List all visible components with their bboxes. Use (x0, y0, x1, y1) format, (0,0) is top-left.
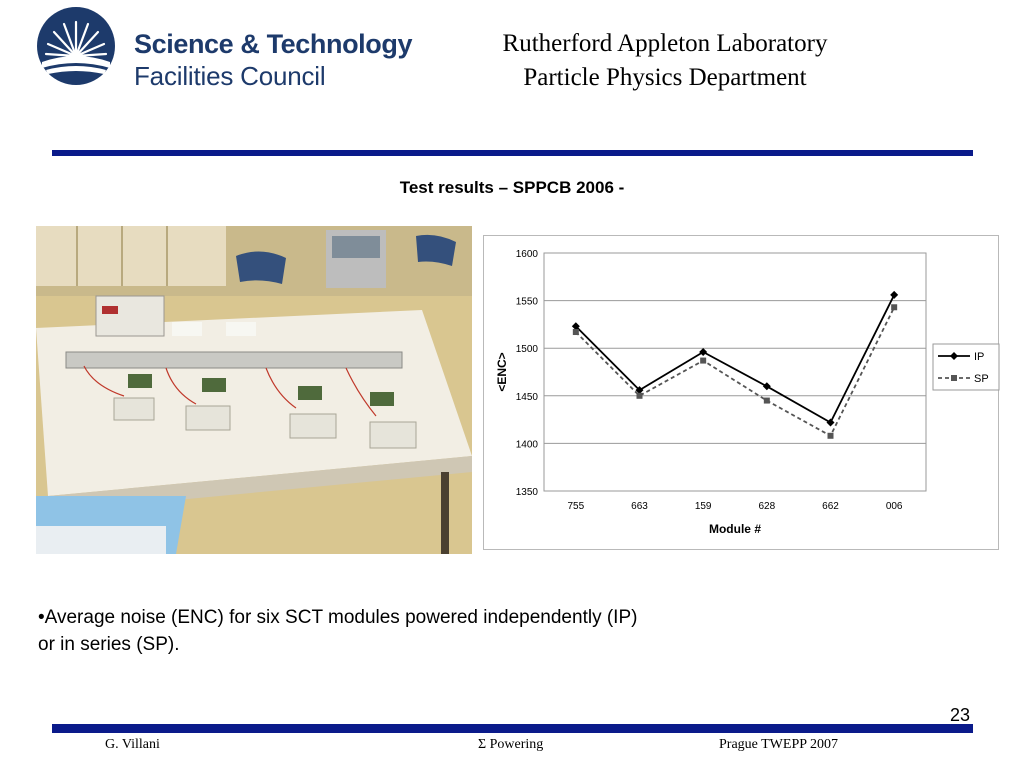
footer-author: G. Villani (105, 737, 160, 752)
legend-marker-ip (950, 352, 958, 360)
y-tick-label: 1500 (516, 344, 539, 355)
logo-text-line2: Facilities Council (134, 61, 326, 91)
header-department: Particle Physics Department (523, 64, 807, 91)
series-line-ip (575, 294, 896, 424)
x-tick-label: 662 (822, 501, 839, 512)
lab-setup-photo-icon (36, 226, 472, 554)
chart-legend: IP SP (932, 343, 1000, 391)
stfc-sunburst-logo-icon (37, 7, 115, 85)
bullet-line-1: •Average noise (ENC) for six SCT modules… (38, 607, 638, 628)
x-tick-label: 755 (567, 501, 584, 512)
x-tick-label: 628 (758, 501, 775, 512)
enc-line-chart: 1350 1400 1450 1500 1550 1600 755 663 159 628 662… (495, 249, 1000, 536)
x-tick-label: 159 (695, 501, 712, 512)
legend-label-sp: SP (974, 373, 989, 385)
y-tick-label: 1450 (516, 392, 539, 403)
data-point-ip (571, 322, 580, 331)
data-point-sp (763, 397, 770, 404)
legend-label-ip: IP (974, 351, 984, 363)
data-point-ip (762, 382, 771, 391)
top-divider (52, 150, 973, 156)
y-tick-label: 1550 (516, 297, 539, 308)
slide-title: Test results – SPPCB 2006 - (399, 178, 625, 197)
y-tick-label: 1400 (516, 439, 539, 450)
legend-marker-sp (951, 375, 957, 381)
data-point-sp (827, 432, 834, 439)
y-tick-label: 1350 (516, 487, 539, 498)
data-point-sp (891, 304, 898, 311)
data-point-ip (635, 386, 644, 395)
y-tick-label: 1600 (516, 249, 539, 260)
data-point-ip (826, 418, 835, 427)
logo-text-line1: Science & Technology (134, 29, 413, 59)
page-number: 23 (949, 705, 970, 725)
x-axis-label: Module # (709, 522, 761, 536)
bullet-text: •Average noise (ENC) for six SCT modules… (38, 604, 798, 658)
plot-area (543, 252, 927, 492)
enc-chart: 1350 1400 1450 1500 1550 1600 755 663 159 628 662… (483, 235, 1000, 550)
footer-conference: Prague TWEPP 2007 (719, 737, 838, 752)
header-lab-name: Rutherford Appleton Laboratory (502, 30, 828, 57)
footer-topic: Σ Powering (478, 737, 544, 752)
y-axis-label: <ENC> (495, 352, 509, 391)
bullet-line-2: or in series (SP). (38, 634, 180, 655)
x-tick-label: 006 (886, 501, 903, 512)
data-point-ip (890, 290, 899, 299)
data-point-ip (699, 348, 708, 357)
bottom-divider (52, 724, 973, 733)
data-point-sp (700, 357, 707, 364)
data-point-sp (572, 329, 579, 336)
x-tick-label: 663 (631, 501, 648, 512)
data-point-sp (636, 392, 643, 399)
